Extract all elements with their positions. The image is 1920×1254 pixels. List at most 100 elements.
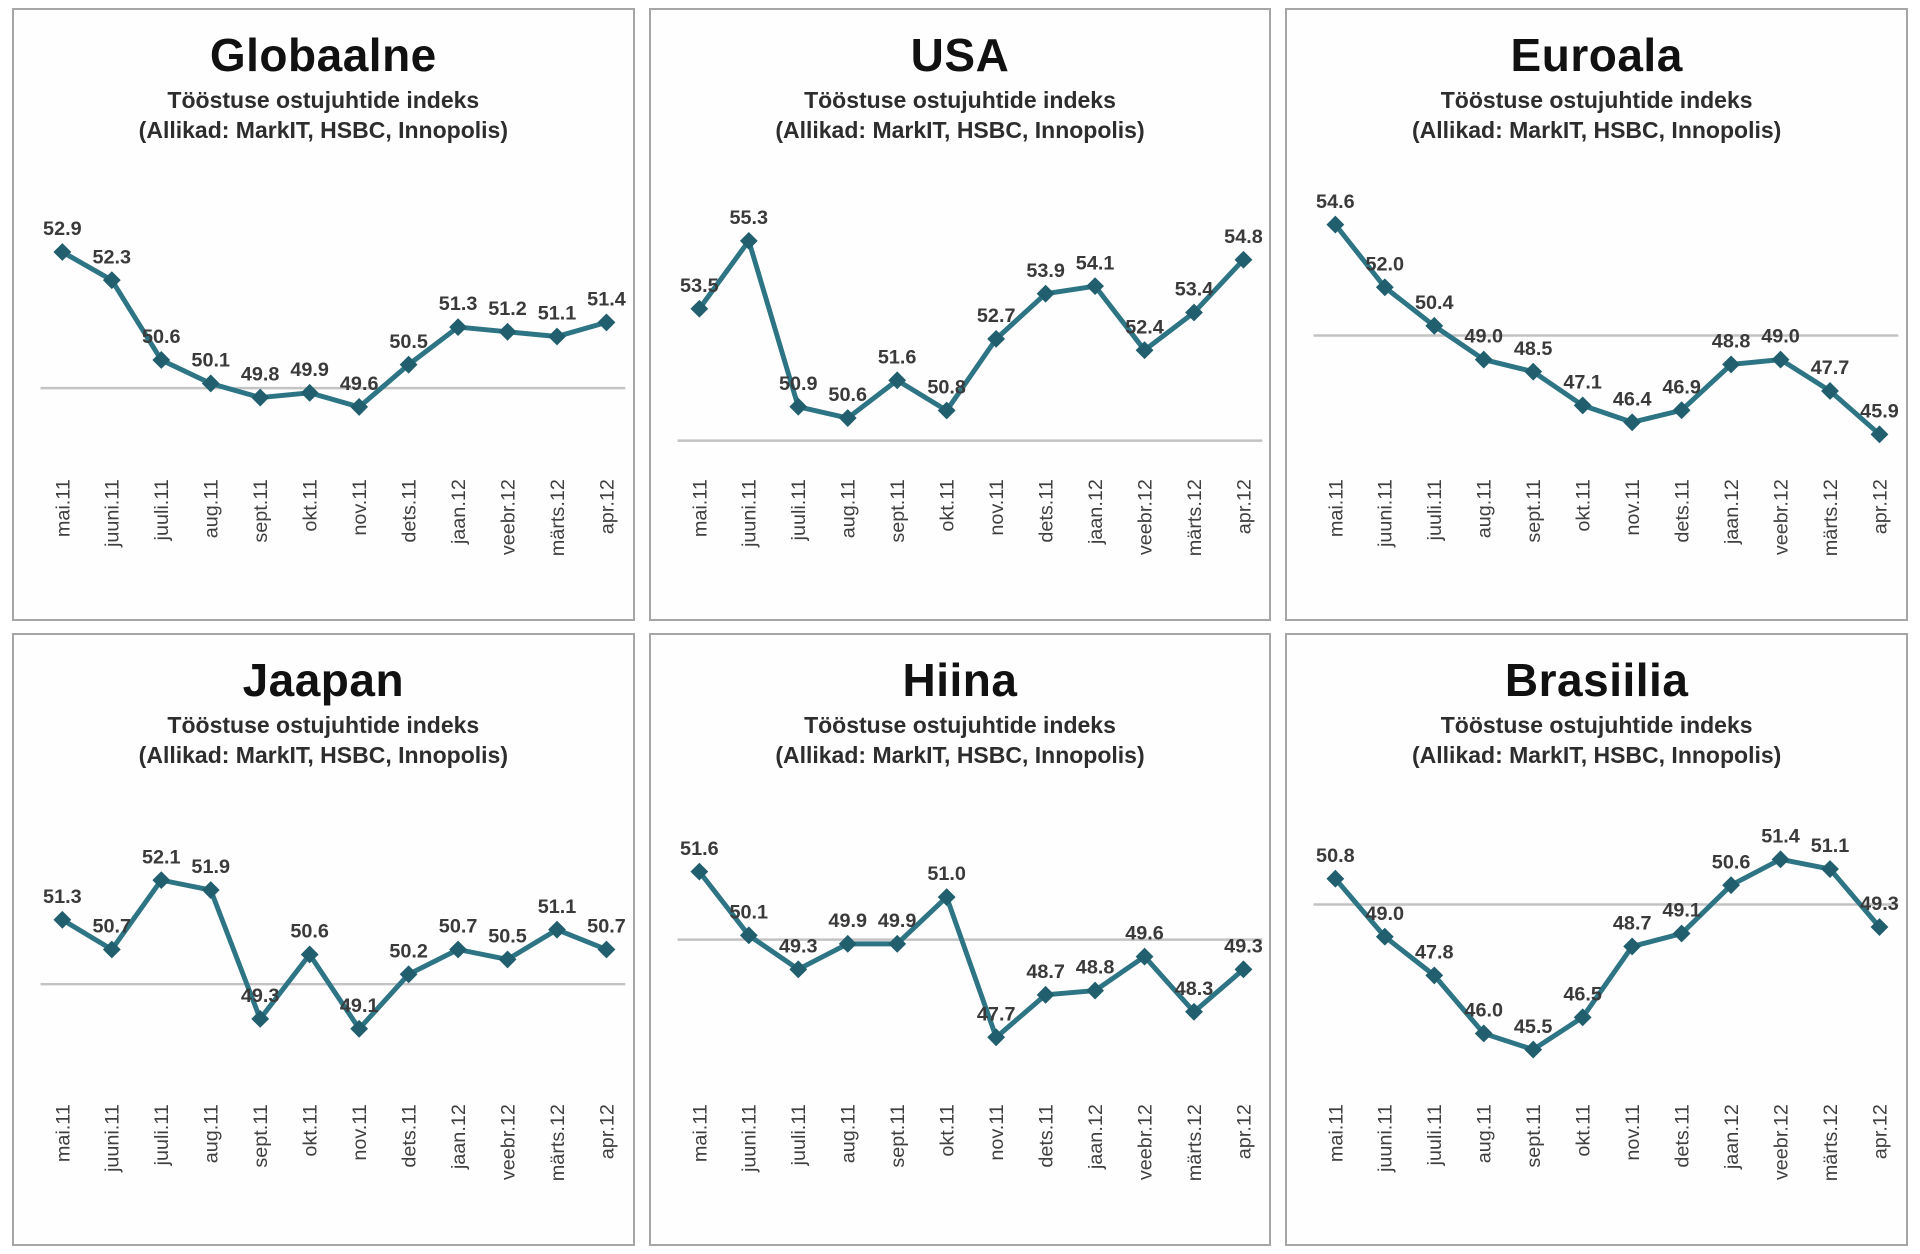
data-point-marker xyxy=(449,940,467,959)
data-label: 50.7 xyxy=(439,915,478,937)
chart-subtitle: Tööstuse ostujuhtide indeks xyxy=(1440,86,1753,113)
x-axis-label: okt.11 xyxy=(300,1104,322,1157)
data-label: 50.8 xyxy=(1316,844,1355,866)
chart-source-note: (Allikad: MarkIT, HSBC, Innopolis) xyxy=(1412,116,1782,143)
trend-line xyxy=(59,877,609,1031)
x-axis-label: nov.11 xyxy=(1622,479,1644,536)
chart-title: USA xyxy=(910,29,1010,81)
data-point-marker xyxy=(1425,966,1444,984)
data-label: 50.5 xyxy=(389,330,428,352)
data-point-marker xyxy=(690,299,708,318)
x-axis-label: nov.11 xyxy=(349,1104,371,1161)
trend-line xyxy=(59,249,609,410)
data-point-marker xyxy=(937,887,956,906)
data-label: 51.9 xyxy=(191,856,230,878)
data-label: 51.3 xyxy=(439,293,478,315)
data-label: 53.4 xyxy=(1174,278,1213,300)
data-point-marker xyxy=(1821,381,1840,400)
data-point-marker xyxy=(597,313,616,331)
x-axis-label: mai.11 xyxy=(52,1104,74,1162)
data-point-marker xyxy=(690,862,708,881)
data-label: 49.9 xyxy=(290,359,329,381)
data-label: 49.1 xyxy=(1663,899,1702,921)
x-axis-label: veebr.12 xyxy=(1134,479,1156,555)
x-axis-label: mai.11 xyxy=(689,1104,711,1162)
x-axis-label: veebr.12 xyxy=(497,1104,519,1180)
data-point-marker xyxy=(1184,1002,1203,1021)
data-point-marker xyxy=(597,940,616,959)
data-point-marker xyxy=(1771,850,1790,868)
data-label: 49.6 xyxy=(340,373,379,395)
data-point-marker xyxy=(201,880,220,899)
x-axis-label: apr.12 xyxy=(1233,1104,1255,1159)
data-label: 51.0 xyxy=(927,863,966,885)
x-axis-label: märts.12 xyxy=(1820,1104,1842,1181)
x-axis-label: märts.12 xyxy=(1820,479,1842,556)
data-label: 46.4 xyxy=(1613,388,1652,410)
line-chart-usa: 53.5 55.3 50.9 50.6 51.6 50.8 52.7 53.9 54.1 52.4… xyxy=(677,207,1263,556)
x-axis-label: nov.11 xyxy=(986,1104,1008,1161)
x-axis-label: jaan.12 xyxy=(448,479,470,545)
data-point-marker xyxy=(739,926,758,944)
x-axis-label: juuli.11 xyxy=(151,1104,173,1166)
data-label: 50.2 xyxy=(389,940,428,962)
data-label: 49.0 xyxy=(1465,325,1504,347)
data-label: 51.6 xyxy=(680,837,719,859)
x-axis-label: okt.11 xyxy=(1573,1104,1595,1157)
data-label: 52.4 xyxy=(1125,316,1164,338)
data-label: 48.8 xyxy=(1712,330,1751,352)
x-axis-label: aug.11 xyxy=(201,1104,223,1163)
data-label: 49.9 xyxy=(828,910,867,932)
data-label: 50.7 xyxy=(587,915,626,937)
data-label: 51.2 xyxy=(488,298,527,320)
x-axis-label: aug.11 xyxy=(201,479,223,538)
x-axis-label: juuni.11 xyxy=(1375,479,1397,548)
data-label: 50.8 xyxy=(927,376,966,398)
data-label: 50.5 xyxy=(488,925,527,947)
data-label: 51.4 xyxy=(587,288,626,310)
x-axis-label: apr.12 xyxy=(596,1104,618,1159)
x-axis-label: juuni.11 xyxy=(1375,1104,1397,1173)
data-label: 45.9 xyxy=(1861,400,1900,422)
chart-title: Jaapan xyxy=(242,654,405,706)
x-axis-label: juuni.11 xyxy=(102,1104,124,1173)
chart-subtitle: Tööstuse ostujuhtide indeks xyxy=(167,86,480,113)
x-axis-label: mai.11 xyxy=(689,479,711,537)
chart-source-note: (Allikad: MarkIT, HSBC, Innopolis) xyxy=(775,741,1145,768)
data-point-marker xyxy=(152,870,171,889)
x-axis-label: jaan.12 xyxy=(1721,1104,1743,1170)
x-axis-label: juuli.11 xyxy=(788,1104,810,1166)
x-axis-label: dets.11 xyxy=(1035,479,1057,543)
chart-subtitle: Tööstuse ostujuhtide indeks xyxy=(804,86,1116,113)
x-axis-label: jaan.12 xyxy=(1085,1104,1107,1170)
x-axis-label: veebr.12 xyxy=(497,479,519,555)
x-axis-label: dets.11 xyxy=(1672,479,1694,543)
x-axis-label: apr.12 xyxy=(1870,1104,1892,1159)
data-point-marker xyxy=(548,920,566,939)
chart-subtitle: Tööstuse ostujuhtide indeks xyxy=(1440,711,1753,738)
x-axis-label: juuli.11 xyxy=(788,479,810,541)
data-point-marker xyxy=(1184,303,1203,322)
line-chart-jaapan: 51.3 50.7 52.1 51.9 49.3 50.6 49.1 50.2 50.7 50.5… xyxy=(40,846,626,1181)
x-axis-label: apr.12 xyxy=(1870,479,1892,534)
x-axis-label: juuni.11 xyxy=(738,479,760,548)
chart-source-note: (Allikad: MarkIT, HSBC, Innopolis) xyxy=(138,741,508,768)
data-label: 54.1 xyxy=(1075,252,1114,274)
data-point-marker xyxy=(53,910,72,929)
chart-panel-jaapan: Jaapan Tööstuse ostujuhtide indeks (Alli… xyxy=(12,633,635,1246)
data-label: 52.7 xyxy=(977,305,1016,327)
chart-subtitle: Tööstuse ostujuhtide indeks xyxy=(804,711,1116,738)
data-point-marker xyxy=(251,388,270,407)
data-point-marker xyxy=(1623,412,1642,431)
trend-line xyxy=(696,868,1246,1040)
x-axis-label: mai.11 xyxy=(1326,1104,1348,1162)
data-label: 54.8 xyxy=(1224,225,1263,247)
data-label: 49.6 xyxy=(1125,922,1164,944)
data-point-marker xyxy=(102,270,121,289)
x-axis-label: nov.11 xyxy=(986,479,1008,536)
x-axis-label: mai.11 xyxy=(52,479,74,537)
data-label: 50.4 xyxy=(1415,292,1454,314)
chart-panel-usa: USA Tööstuse ostujuhtide indeks (Allikad… xyxy=(648,8,1272,621)
x-axis-label: aug.11 xyxy=(1474,1104,1496,1163)
data-point-marker xyxy=(789,397,807,416)
